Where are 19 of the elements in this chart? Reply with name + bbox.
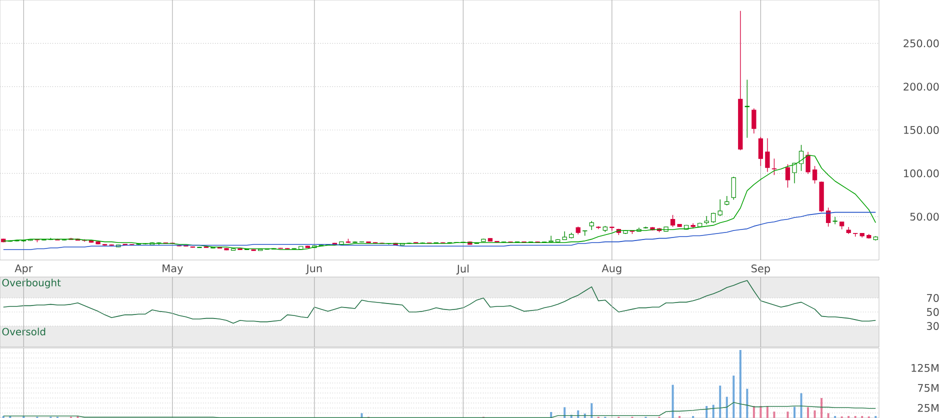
y-tick-label: 200.00 — [904, 82, 939, 91]
y-tick-label: 50.00 — [910, 212, 939, 221]
y-tick-label: 50 — [926, 308, 939, 316]
x-tick-label: Jul — [456, 264, 469, 275]
band-label: Oversold — [2, 328, 46, 336]
band-label: Overbought — [2, 278, 61, 288]
y-tick-label: 70 — [927, 294, 939, 302]
x-tick-label: Aug — [602, 264, 622, 274]
y-tick-label: 25M — [918, 404, 938, 412]
x-tick-label: Sep — [752, 264, 770, 274]
y-tick-label: 125M — [912, 364, 938, 372]
y-tick-label: 250.00 — [904, 39, 939, 48]
x-tick-label: Jun — [306, 264, 322, 274]
y-tick-label: 75M — [918, 384, 938, 392]
y-tick-label: 100.00 — [904, 169, 939, 178]
x-tick-label: May — [162, 264, 183, 274]
y-tick-label: 30 — [926, 322, 939, 330]
y-tick-label: 150.00 — [904, 126, 939, 134]
x-tick-label: Apr — [14, 264, 33, 274]
